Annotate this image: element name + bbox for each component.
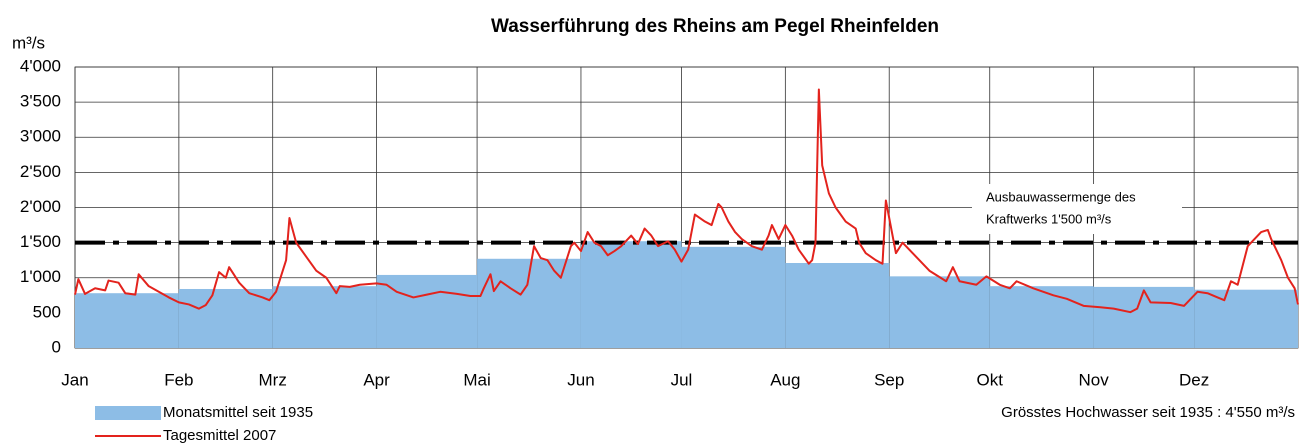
- y-tick-label: 2'000: [20, 197, 61, 216]
- x-tick-label: Mai: [463, 370, 490, 389]
- monthly-bar: [580, 241, 682, 348]
- x-tick-label: Jul: [671, 370, 693, 389]
- y-tick-label: 2'500: [20, 162, 61, 181]
- y-tick-label: 1'000: [20, 267, 61, 286]
- x-tick-label: Mrz: [259, 370, 287, 389]
- legend-swatch: [95, 406, 161, 420]
- x-tick-label: Feb: [164, 370, 193, 389]
- x-tick-label: Sep: [874, 370, 904, 389]
- legend-label: Tagesmittel 2007: [163, 427, 276, 444]
- monthly-bar: [785, 262, 890, 348]
- x-tick-label: Jan: [61, 370, 88, 389]
- y-tick-label: 1'500: [20, 232, 61, 251]
- annotation-box: [972, 184, 1182, 234]
- monthly-bar: [178, 288, 273, 348]
- x-tick-label: Dez: [1179, 370, 1209, 389]
- x-tick-label: Nov: [1078, 370, 1109, 389]
- y-axis-label: m³/s: [12, 33, 45, 52]
- legend-label: Monatsmittel seit 1935: [163, 404, 313, 421]
- x-tick-label: Apr: [363, 370, 390, 389]
- annotation-text: Ausbauwassermenge des: [986, 189, 1136, 204]
- monthly-bar: [272, 286, 377, 348]
- monthly-bar: [989, 286, 1094, 348]
- monthly-bar: [681, 246, 786, 348]
- monthly-bar: [1093, 286, 1195, 348]
- footnote: Grösstes Hochwasser seit 1935 : 4'550 m³…: [1001, 404, 1295, 421]
- x-tick-label: Jun: [567, 370, 594, 389]
- x-tick-label: Okt: [977, 370, 1004, 389]
- monthly-bar: [889, 276, 990, 348]
- chart-title: Wasserführung des Rheins am Pegel Rheinf…: [491, 16, 939, 37]
- y-tick-label: 3'500: [20, 92, 61, 111]
- y-tick-label: 4'000: [20, 56, 61, 75]
- daily-line: [74, 88, 1299, 314]
- y-tick-label: 500: [33, 302, 61, 321]
- y-tick-label: 0: [52, 337, 61, 356]
- monthly-bar: [376, 274, 478, 348]
- x-tick-label: Aug: [770, 370, 800, 389]
- monthly-bar: [1194, 289, 1298, 348]
- monthly-bar: [75, 293, 179, 348]
- annotation-text: Kraftwerks 1'500 m³/s: [986, 211, 1112, 226]
- y-tick-label: 3'000: [20, 127, 61, 146]
